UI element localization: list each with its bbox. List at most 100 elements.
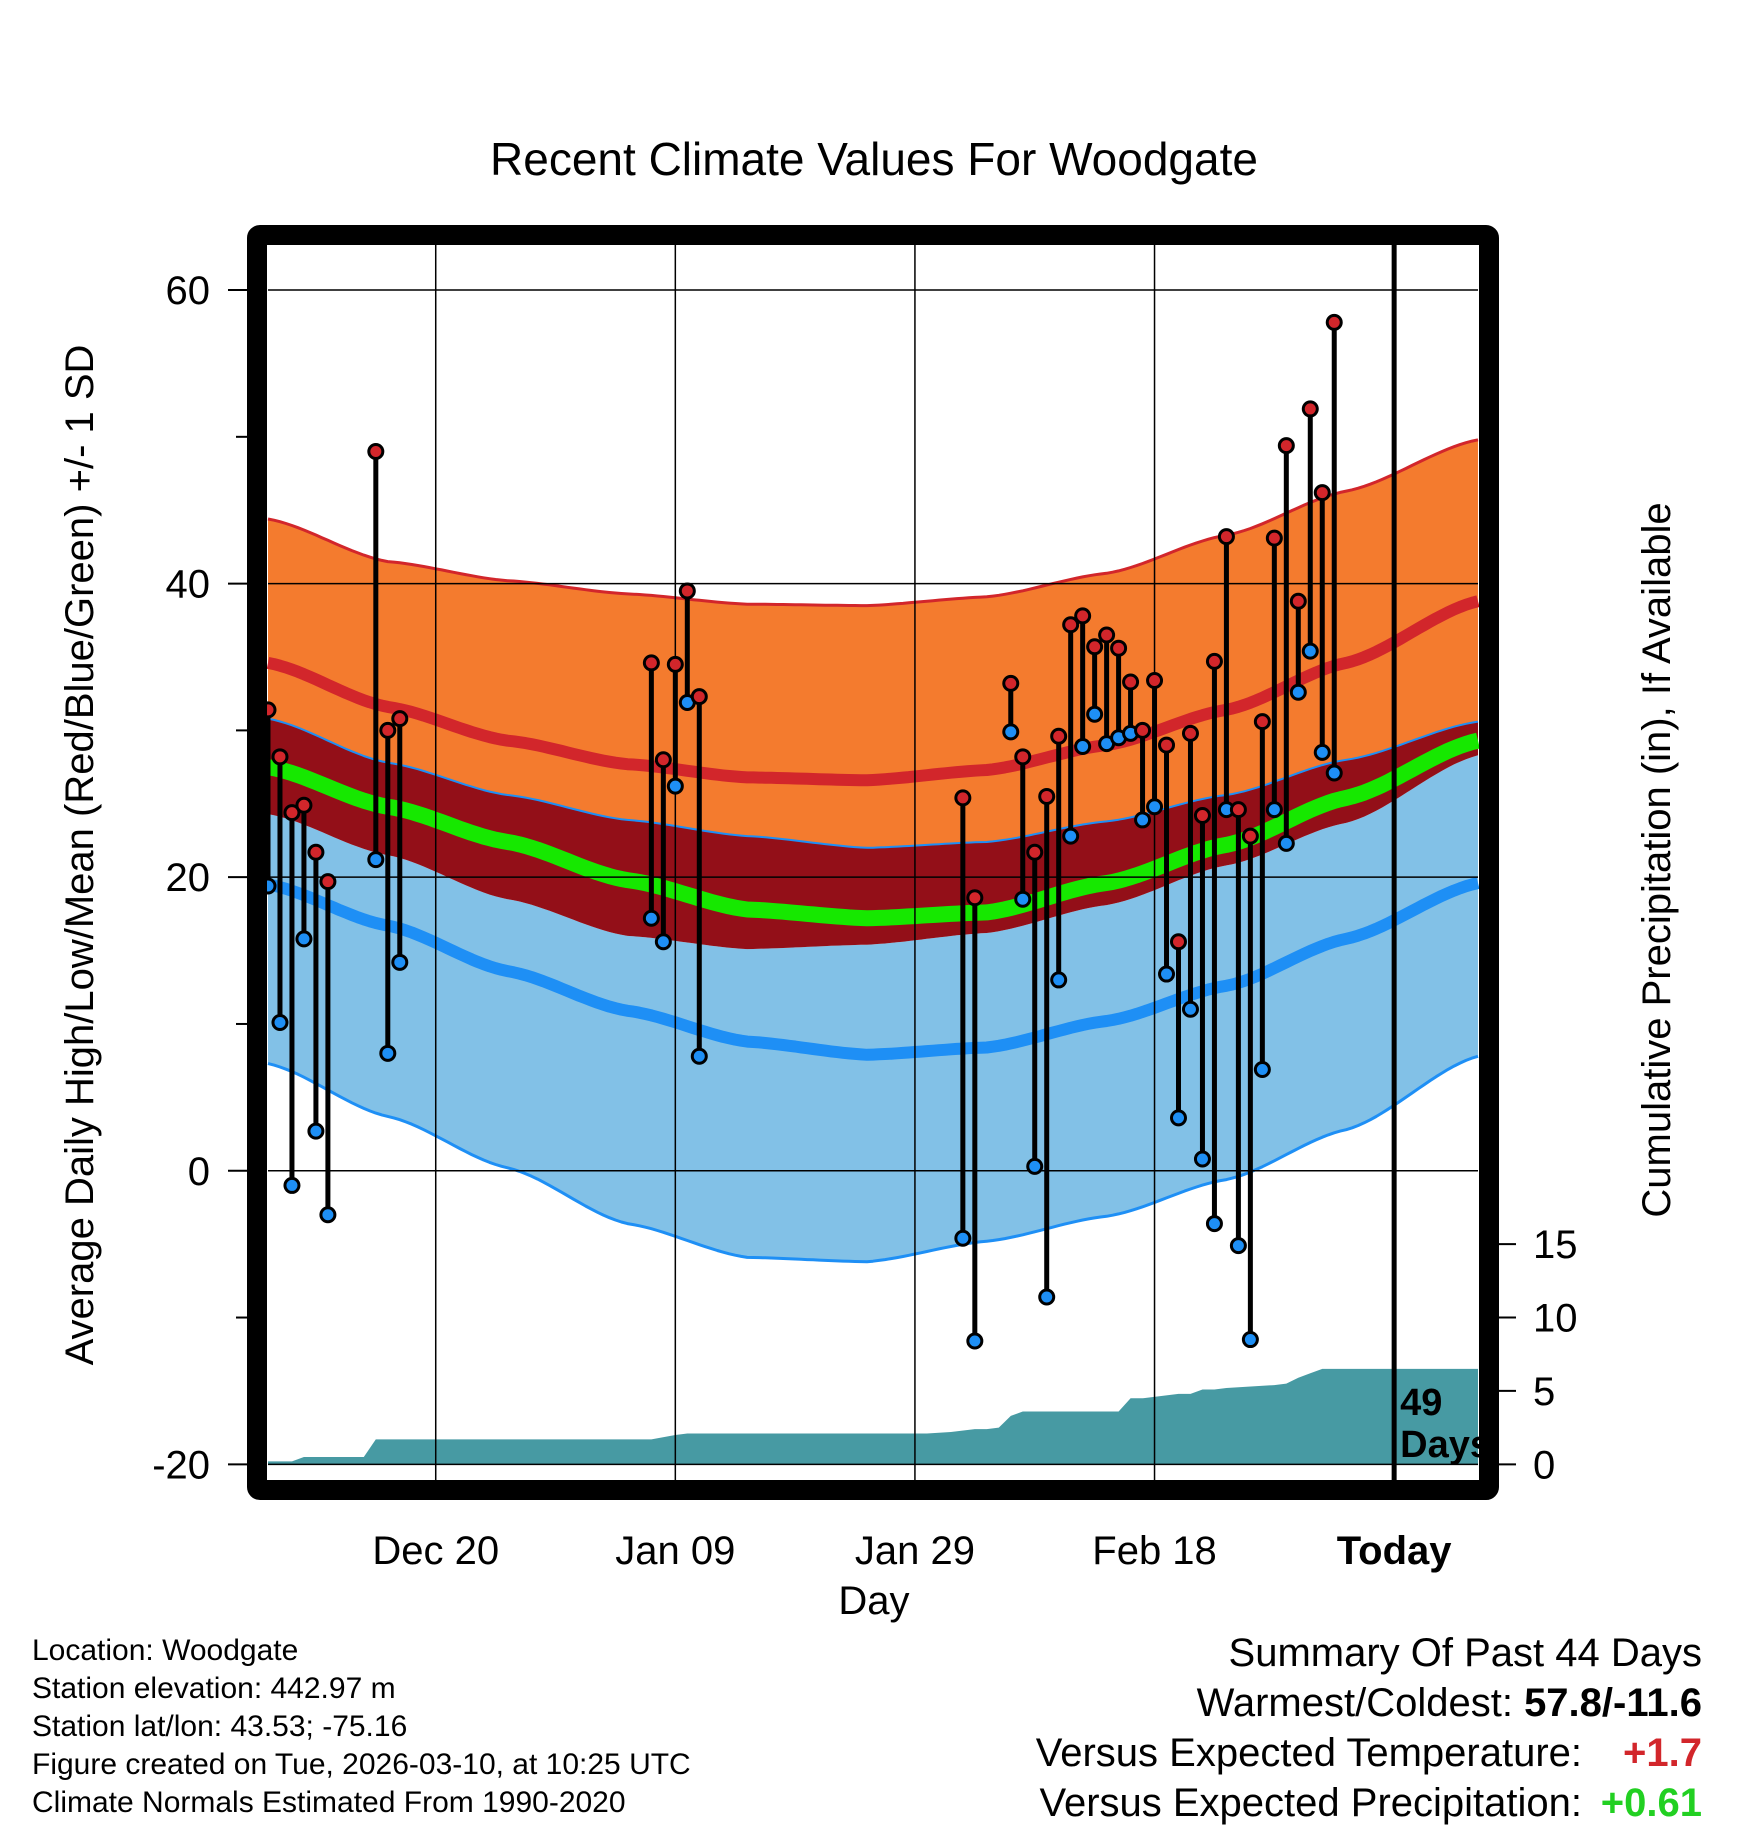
obs-high-point xyxy=(666,655,684,673)
obs-high-point xyxy=(1062,616,1080,634)
obs-low-point xyxy=(1241,1331,1259,1349)
normal-low-line xyxy=(266,877,1480,1061)
y-tick-label: 20 xyxy=(166,856,211,900)
obs-high-point xyxy=(1289,592,1307,610)
obs-high-point xyxy=(319,873,337,891)
obs-low-point xyxy=(654,933,672,951)
obs-high-point xyxy=(283,804,301,822)
obs-high-point xyxy=(1110,639,1128,657)
obs-high-point xyxy=(271,748,289,766)
chart-title: Recent Climate Values For Woodgate xyxy=(490,133,1258,185)
warm-cold-label: Warmest/Coldest: xyxy=(1196,1681,1525,1725)
y-axis-label-right: Cumulative Precipitation (in), If Availa… xyxy=(1635,502,1679,1217)
obs-high-point xyxy=(307,843,325,861)
elevation-text: Station elevation: 442.97 m xyxy=(32,1672,396,1705)
obs-low-point xyxy=(1074,738,1092,756)
obs-low-point xyxy=(966,1332,984,1350)
obs-high-point xyxy=(1313,484,1331,502)
obs-high-point xyxy=(966,889,984,907)
obs-low-point xyxy=(1169,1109,1187,1127)
obs-low-point xyxy=(954,1229,972,1247)
obs-low-point xyxy=(295,930,313,948)
obs-low-point xyxy=(1181,1000,1199,1018)
x-tick-label: Jan 29 xyxy=(855,1529,975,1573)
x-tick-label: Dec 20 xyxy=(372,1529,499,1573)
obs-low-point xyxy=(1014,890,1032,908)
obs-low-point xyxy=(1158,965,1176,983)
obs-low-point xyxy=(1277,834,1295,852)
obs-low-point xyxy=(307,1122,325,1140)
obs-high-point xyxy=(1014,748,1032,766)
today-days-number: 49 xyxy=(1400,1382,1442,1424)
y-tick-label: 0 xyxy=(188,1150,210,1194)
precip-area xyxy=(268,1368,1478,1465)
obs-low-point xyxy=(1301,642,1319,660)
obs-high-point xyxy=(1146,671,1164,689)
high-sd-band xyxy=(268,439,1478,848)
precip-tick-label: 0 xyxy=(1533,1443,1555,1487)
obs-low-point xyxy=(1253,1060,1271,1078)
obs-high-point xyxy=(1265,529,1283,547)
obs-low-point xyxy=(379,1044,397,1062)
obs-high-point xyxy=(1217,528,1235,546)
obs-low-point xyxy=(1146,798,1164,816)
obs-low-point xyxy=(1325,764,1343,782)
obs-low-point xyxy=(690,1047,708,1065)
obs-low-point xyxy=(1086,705,1104,723)
obs-high-point xyxy=(367,443,385,460)
obs-high-point xyxy=(1325,313,1343,331)
y-axis-label-left: Average Daily High/Low/Mean (Red/Blue/Gr… xyxy=(58,345,102,1366)
obs-high-point xyxy=(1241,827,1259,845)
temp-departure-value: +1.7 xyxy=(1623,1731,1702,1775)
y-tick-label: 60 xyxy=(166,269,211,313)
obs-high-point xyxy=(954,789,972,807)
obs-high-point xyxy=(1086,638,1104,656)
obs-high-point xyxy=(1301,400,1319,418)
obs-high-point xyxy=(379,721,397,739)
obs-high-point xyxy=(1253,713,1271,731)
x-tick-label: Today xyxy=(1337,1529,1453,1573)
obs-low-point xyxy=(1289,683,1307,701)
temp-departure-label: Versus Expected Temperature: xyxy=(1035,1731,1582,1775)
obs-high-point xyxy=(1169,933,1187,951)
obs-high-point xyxy=(1158,736,1176,754)
obs-low-point xyxy=(1265,801,1283,819)
low-minus-sd-line xyxy=(267,1054,1479,1264)
obs-low-point xyxy=(1038,1288,1056,1306)
obs-high-point xyxy=(1098,626,1116,644)
obs-low-point xyxy=(642,909,660,927)
obs-high-point xyxy=(690,688,708,706)
latlon-text: Station lat/lon: 43.53; -75.16 xyxy=(32,1710,408,1743)
obs-high-point xyxy=(1181,724,1199,742)
plot-frame xyxy=(247,225,1499,1500)
precip-tick-label: 5 xyxy=(1533,1370,1555,1414)
y-tick-label: 40 xyxy=(166,563,211,607)
y-tick-label: -20 xyxy=(152,1443,210,1487)
created-text: Figure created on Tue, 2026-03-10, at 10… xyxy=(32,1748,691,1781)
today-days-word: Days xyxy=(1400,1424,1491,1466)
obs-high-point xyxy=(1134,721,1152,739)
obs-high-point xyxy=(642,654,660,672)
x-tick-label: Feb 18 xyxy=(1092,1529,1217,1573)
obs-high-point xyxy=(1193,807,1211,825)
obs-high-point xyxy=(654,751,672,769)
obs-low-point xyxy=(367,851,385,869)
low-sd-band xyxy=(268,755,1478,1262)
obs-high-point xyxy=(1122,673,1140,691)
obs-low-point xyxy=(1229,1237,1247,1255)
obs-low-point xyxy=(391,953,409,971)
obs-low-point xyxy=(1205,1215,1223,1233)
x-tick-label: Jan 09 xyxy=(615,1529,735,1573)
summary-heading: Summary Of Past 44 Days xyxy=(1228,1631,1702,1675)
precip-departure-row: Versus Expected Precipitation: +0.61 xyxy=(1036,1778,1702,1828)
obs-high-point xyxy=(678,582,696,600)
obs-low-point xyxy=(666,777,684,795)
precip-departure-value: +0.61 xyxy=(1600,1781,1702,1825)
obs-low-point xyxy=(1313,743,1331,761)
normal-mean-line xyxy=(266,732,1480,927)
mean-sd-band xyxy=(268,718,1478,950)
warm-cold-row: Warmest/Coldest: 57.8/-11.6 xyxy=(1036,1678,1702,1728)
temp-departure-row: Versus Expected Temperature: +1.7 xyxy=(1036,1728,1702,1778)
